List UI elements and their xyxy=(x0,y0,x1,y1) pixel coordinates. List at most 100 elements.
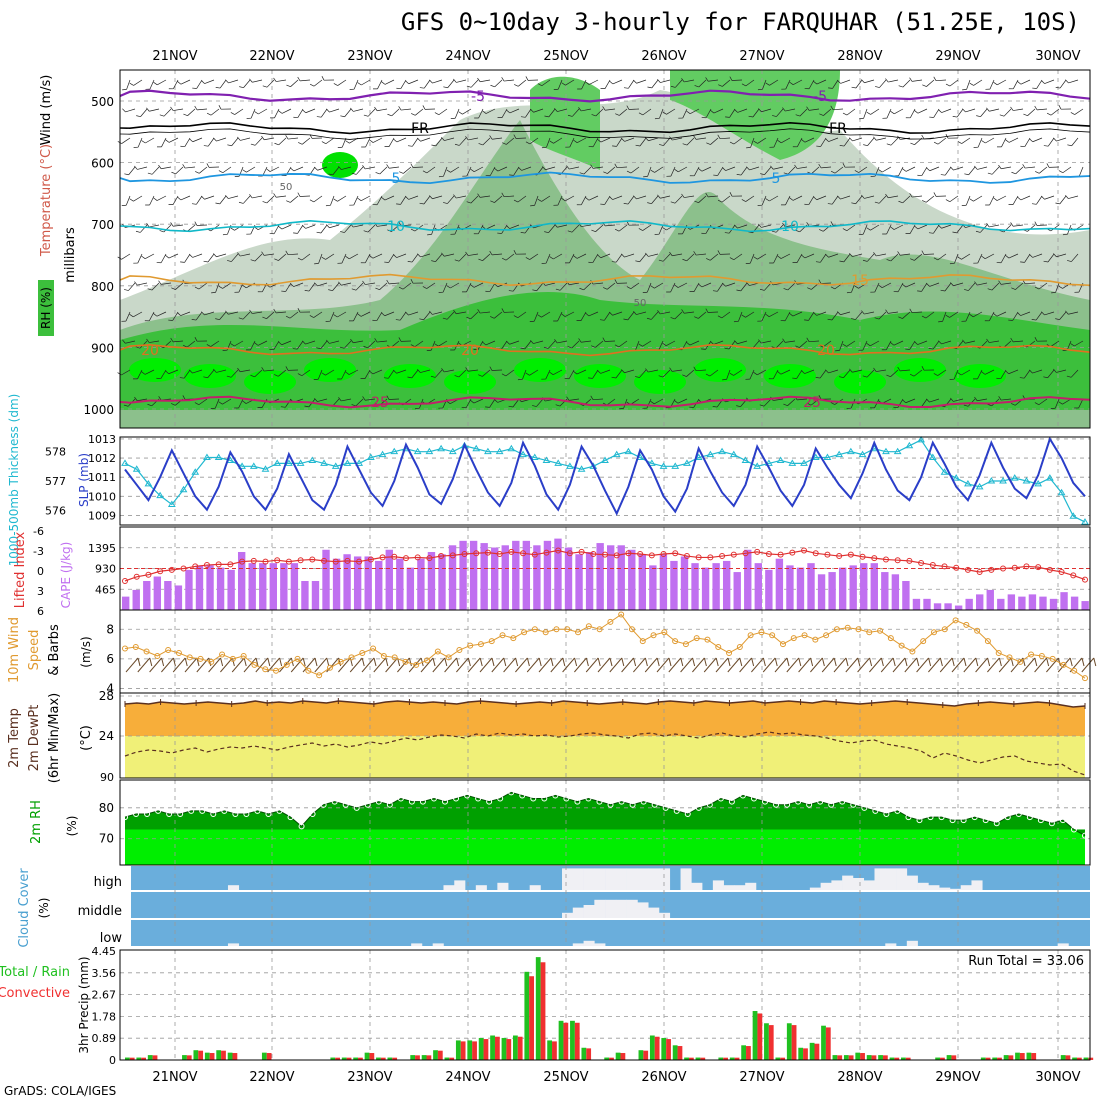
surface-barb-flag xyxy=(975,657,979,667)
wind-barb-flag xyxy=(191,319,197,321)
thickness-point xyxy=(425,447,434,455)
lifted-index-point xyxy=(765,550,772,557)
cloud-middle-bar xyxy=(583,905,595,918)
surface-barb-flag xyxy=(892,657,896,667)
wind-barb xyxy=(1055,195,1067,205)
wind-barb-staff xyxy=(929,166,940,172)
cape-bar xyxy=(469,540,478,610)
cloud-high-bar xyxy=(928,885,940,890)
wind-barb xyxy=(226,369,239,378)
wind-barb-staff xyxy=(666,108,676,115)
wind-barb xyxy=(530,340,544,344)
wind-barb-flag xyxy=(508,405,514,408)
wind-barb-flag xyxy=(144,320,150,322)
wind-barb-flag xyxy=(285,135,289,140)
wind-barb xyxy=(780,195,791,206)
wind-barb-staff xyxy=(157,79,167,86)
wind-barb-staff xyxy=(529,253,539,260)
wind-barb-staff xyxy=(529,137,539,145)
wind-barb-staff xyxy=(320,108,328,118)
wind-barb xyxy=(974,165,988,170)
wind-barb-flag xyxy=(686,110,691,114)
surface-barb xyxy=(597,657,611,673)
wind-barb-staff xyxy=(809,108,820,111)
wind-barb xyxy=(147,282,160,291)
wind-barb-flag xyxy=(297,373,302,377)
wind-barb-staff xyxy=(415,108,424,116)
wind-barb-flag xyxy=(567,114,573,117)
precip-convective-bar xyxy=(198,1050,204,1060)
wind-barb-flag xyxy=(473,233,479,235)
wind-barb-staff xyxy=(458,253,467,262)
wind-barb-staff xyxy=(740,166,748,176)
slp-line xyxy=(124,436,1086,516)
wind-barb xyxy=(757,311,767,322)
thickness-point xyxy=(179,485,188,493)
wind-barb xyxy=(454,253,467,262)
wind-barb xyxy=(567,108,580,117)
rh-point xyxy=(386,801,393,808)
isotherm-label: -5 xyxy=(471,89,485,105)
wind-barb-staff xyxy=(396,137,407,143)
precip-convective-bar xyxy=(985,1057,991,1060)
wind-barb xyxy=(961,311,971,322)
precip-total-bar xyxy=(147,1055,153,1060)
surface-barb-flag xyxy=(1069,657,1073,667)
precip-convective-bar xyxy=(369,1053,375,1060)
wind-barb-flag xyxy=(910,142,915,146)
wind-barb-flag xyxy=(234,175,240,177)
wind-barb xyxy=(1046,108,1060,116)
wind-barb-staff xyxy=(1023,369,1031,379)
wind-barb-flag xyxy=(369,370,374,375)
wind-barb-flag xyxy=(590,395,594,400)
rh-point xyxy=(960,817,967,824)
surface-barb xyxy=(1022,657,1036,673)
wind-barb-staff xyxy=(240,253,251,257)
wind-barb-staff xyxy=(1050,224,1060,232)
wind-barb-staff xyxy=(600,369,611,374)
cape-bar xyxy=(1070,596,1079,610)
wind-barb-flag xyxy=(783,288,788,291)
wind-barb-staff xyxy=(456,311,467,315)
wind-barb xyxy=(194,221,208,226)
wind-barb-staff xyxy=(784,311,791,321)
wind-barb-staff xyxy=(989,224,1000,228)
wind-barb xyxy=(733,311,743,323)
wind-barb-staff xyxy=(126,79,131,90)
wind-barb-flag xyxy=(969,314,974,318)
wind-barb-flag xyxy=(621,253,625,258)
wind-barb-flag xyxy=(736,174,742,176)
cloud-high-bar xyxy=(885,868,897,890)
wind-barb xyxy=(717,195,731,203)
wind-barb-flag xyxy=(996,146,1002,148)
wind-barb-flag xyxy=(777,371,782,375)
wind-tick-label: 4 xyxy=(106,682,114,696)
wind-barb-staff xyxy=(506,137,515,145)
wind-barb xyxy=(419,195,431,205)
wind-barb-staff xyxy=(450,166,460,173)
wind-barb-staff xyxy=(533,340,544,344)
wind-barb-staff xyxy=(1013,108,1024,111)
surface-barb xyxy=(479,657,493,673)
wind-barb-staff xyxy=(677,398,688,404)
wind-barb xyxy=(466,311,479,320)
wind-barb-flag xyxy=(489,250,493,256)
wind-barb xyxy=(561,195,575,202)
wind-barb xyxy=(1043,369,1055,379)
wind-barb-flag xyxy=(1074,291,1079,293)
wind-barb xyxy=(482,108,496,114)
wind-barb-flag xyxy=(659,144,664,146)
wind-barb-staff xyxy=(447,79,455,88)
wind-barb xyxy=(1022,164,1036,169)
wind-barb xyxy=(987,166,1000,175)
wind-barb-staff xyxy=(173,340,184,343)
wind-barb-staff xyxy=(752,108,760,118)
wind-barb xyxy=(998,396,1012,401)
wind-barb-staff xyxy=(293,166,304,172)
cloud-middle-bar xyxy=(658,912,671,918)
wind-barb-flag xyxy=(962,108,966,113)
precip-total-bar xyxy=(501,1037,507,1060)
wind-barb xyxy=(218,282,232,289)
temp-line xyxy=(124,700,1086,708)
